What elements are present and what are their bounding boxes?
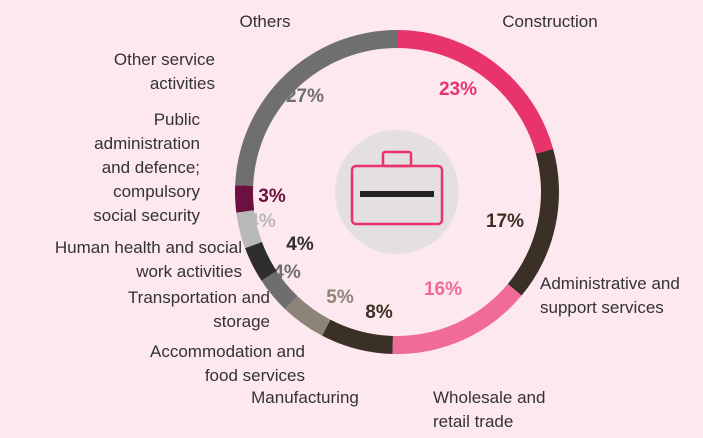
value-label: 4%	[286, 234, 314, 255]
donut-segment	[245, 241, 277, 281]
briefcase-icon	[350, 150, 444, 226]
value-label: 4%	[273, 262, 301, 283]
value-label: 16%	[424, 279, 462, 300]
category-label: Manufacturing	[251, 388, 359, 407]
category-label: Transportation and storage	[127, 288, 270, 331]
donut-segment	[261, 270, 298, 309]
category-label: Human health and social work activities	[54, 238, 242, 281]
donut-segment	[236, 210, 262, 249]
category-label: Construction	[502, 12, 598, 31]
donut-segment	[392, 284, 522, 354]
donut-segment	[322, 319, 393, 354]
category-label: Public administration and defence; compu…	[93, 110, 200, 225]
donut-segment	[235, 185, 255, 213]
donut-segment	[235, 30, 397, 186]
category-label: Other service activities	[113, 50, 215, 93]
value-label: 17%	[486, 211, 524, 232]
value-label: 23%	[439, 79, 477, 100]
value-label: 8%	[365, 302, 393, 323]
value-label: 5%	[326, 287, 354, 308]
category-label: Administrative and support services	[540, 274, 680, 317]
donut-segment	[284, 295, 331, 336]
donut-segment	[507, 148, 559, 296]
category-label: Accommodation and food services	[150, 342, 305, 385]
value-label: 4%	[248, 211, 276, 232]
value-label: 3%	[258, 186, 286, 207]
donut-segment	[397, 30, 554, 154]
category-label: Wholesale and retail trade	[433, 388, 546, 431]
value-label: 27%	[286, 86, 324, 107]
category-label: Others	[239, 12, 291, 31]
